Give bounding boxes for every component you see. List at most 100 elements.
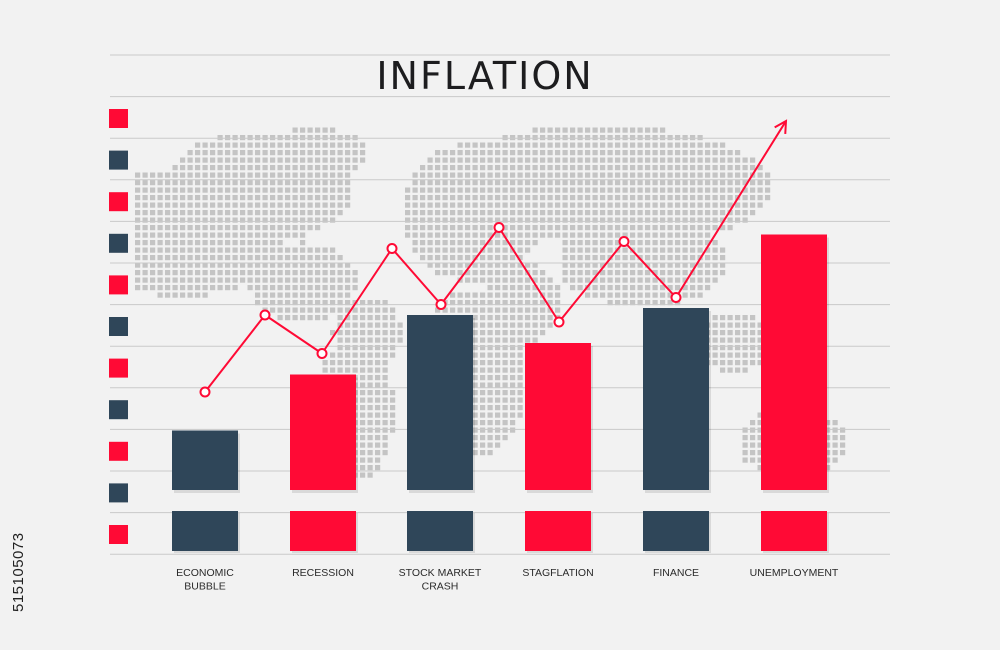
map-dot xyxy=(150,277,156,283)
map-dot xyxy=(690,292,696,298)
map-dot xyxy=(225,232,231,238)
map-dot xyxy=(630,292,636,298)
map-dot xyxy=(420,172,426,178)
map-dot xyxy=(180,202,186,208)
map-dot xyxy=(480,315,486,321)
map-dot xyxy=(142,202,148,208)
map-dot xyxy=(465,255,471,261)
map-dot xyxy=(645,210,651,216)
map-dot xyxy=(525,195,531,201)
map-dot xyxy=(360,375,366,381)
map-dot xyxy=(367,352,373,358)
map-dot xyxy=(232,172,238,178)
map-dot xyxy=(660,187,666,193)
map-dot xyxy=(330,255,336,261)
map-dot xyxy=(195,150,201,156)
map-dot xyxy=(472,300,478,306)
map-dot xyxy=(645,172,651,178)
map-dot xyxy=(202,240,208,246)
map-dot xyxy=(495,262,501,268)
map-dot xyxy=(630,135,636,141)
map-dot xyxy=(337,150,343,156)
map-dot xyxy=(187,150,193,156)
map-dot xyxy=(360,390,366,396)
map-dot xyxy=(652,142,658,148)
map-dot xyxy=(562,172,568,178)
map-dot xyxy=(142,277,148,283)
map-dot xyxy=(705,165,711,171)
map-dot xyxy=(652,240,658,246)
map-dot xyxy=(765,180,771,186)
map-dot xyxy=(352,345,358,351)
map-dot xyxy=(712,180,718,186)
map-dot xyxy=(270,277,276,283)
map-dot xyxy=(187,247,193,253)
trend-point xyxy=(435,299,447,310)
map-dot xyxy=(750,195,756,201)
map-dot xyxy=(495,390,501,396)
map-dot xyxy=(765,195,771,201)
map-dot xyxy=(615,195,621,201)
map-dot xyxy=(367,322,373,328)
map-dot xyxy=(712,240,718,246)
map-dot xyxy=(202,247,208,253)
map-dot xyxy=(292,292,298,298)
map-dot xyxy=(510,405,516,411)
map-dot xyxy=(510,330,516,336)
map-dot xyxy=(645,255,651,261)
map-dot xyxy=(262,240,268,246)
map-dot xyxy=(360,382,366,388)
map-dot xyxy=(217,285,223,291)
map-dot xyxy=(690,285,696,291)
map-dot xyxy=(210,225,216,231)
map-dot xyxy=(720,172,726,178)
bars xyxy=(172,234,829,493)
side-marker xyxy=(109,109,128,128)
map-dot xyxy=(517,187,523,193)
map-dot xyxy=(727,225,733,231)
map-dot xyxy=(172,187,178,193)
map-dot xyxy=(652,225,658,231)
map-dot xyxy=(225,217,231,223)
map-dot xyxy=(540,157,546,163)
map-dot xyxy=(525,232,531,238)
map-dot xyxy=(570,210,576,216)
map-dot xyxy=(420,240,426,246)
map-dot xyxy=(442,217,448,223)
map-dot xyxy=(307,127,313,133)
map-dot xyxy=(585,135,591,141)
map-dot xyxy=(592,127,598,133)
map-dot xyxy=(247,240,253,246)
map-dot xyxy=(742,352,748,358)
map-dot xyxy=(607,150,613,156)
map-dot xyxy=(315,157,321,163)
map-dot xyxy=(525,322,531,328)
map-dot xyxy=(600,127,606,133)
map-dot xyxy=(345,337,351,343)
map-dot xyxy=(480,172,486,178)
map-dot xyxy=(210,247,216,253)
map-dot xyxy=(472,420,478,426)
map-dot xyxy=(510,382,516,388)
map-dot xyxy=(375,397,381,403)
map-dot xyxy=(142,285,148,291)
map-dot xyxy=(712,165,718,171)
map-dot xyxy=(382,367,388,373)
map-dot xyxy=(352,352,358,358)
map-dot xyxy=(607,180,613,186)
map-dot xyxy=(195,210,201,216)
map-dot xyxy=(667,300,673,306)
map-dot xyxy=(165,210,171,216)
map-dot xyxy=(757,322,763,328)
map-dot xyxy=(517,172,523,178)
map-dot xyxy=(255,300,261,306)
map-dot xyxy=(480,405,486,411)
map-dot xyxy=(660,232,666,238)
map-dot xyxy=(555,157,561,163)
map-dot xyxy=(630,300,636,306)
map-dot xyxy=(472,277,478,283)
map-dot xyxy=(405,195,411,201)
map-dot xyxy=(660,292,666,298)
map-dot xyxy=(247,172,253,178)
map-dot xyxy=(165,217,171,223)
